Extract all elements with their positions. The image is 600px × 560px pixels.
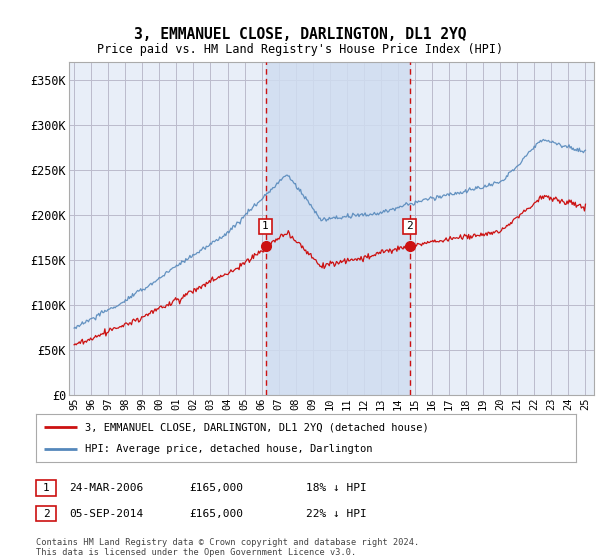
Text: 2: 2 bbox=[406, 221, 413, 231]
Text: 22% ↓ HPI: 22% ↓ HPI bbox=[306, 508, 367, 519]
Text: Contains HM Land Registry data © Crown copyright and database right 2024.
This d: Contains HM Land Registry data © Crown c… bbox=[36, 538, 419, 557]
Text: 1: 1 bbox=[43, 483, 50, 493]
Text: Price paid vs. HM Land Registry's House Price Index (HPI): Price paid vs. HM Land Registry's House … bbox=[97, 43, 503, 55]
Bar bbox=[266, 62, 410, 395]
Text: 24-MAR-2006: 24-MAR-2006 bbox=[69, 483, 143, 493]
Text: 3, EMMANUEL CLOSE, DARLINGTON, DL1 2YQ (detached house): 3, EMMANUEL CLOSE, DARLINGTON, DL1 2YQ (… bbox=[85, 422, 428, 432]
Text: 2: 2 bbox=[43, 508, 50, 519]
Text: 1: 1 bbox=[262, 221, 269, 231]
Text: 05-SEP-2014: 05-SEP-2014 bbox=[69, 508, 143, 519]
Text: 18% ↓ HPI: 18% ↓ HPI bbox=[306, 483, 367, 493]
Text: HPI: Average price, detached house, Darlington: HPI: Average price, detached house, Darl… bbox=[85, 444, 372, 454]
Text: £165,000: £165,000 bbox=[189, 483, 243, 493]
Text: 3, EMMANUEL CLOSE, DARLINGTON, DL1 2YQ: 3, EMMANUEL CLOSE, DARLINGTON, DL1 2YQ bbox=[134, 27, 466, 42]
Text: £165,000: £165,000 bbox=[189, 508, 243, 519]
